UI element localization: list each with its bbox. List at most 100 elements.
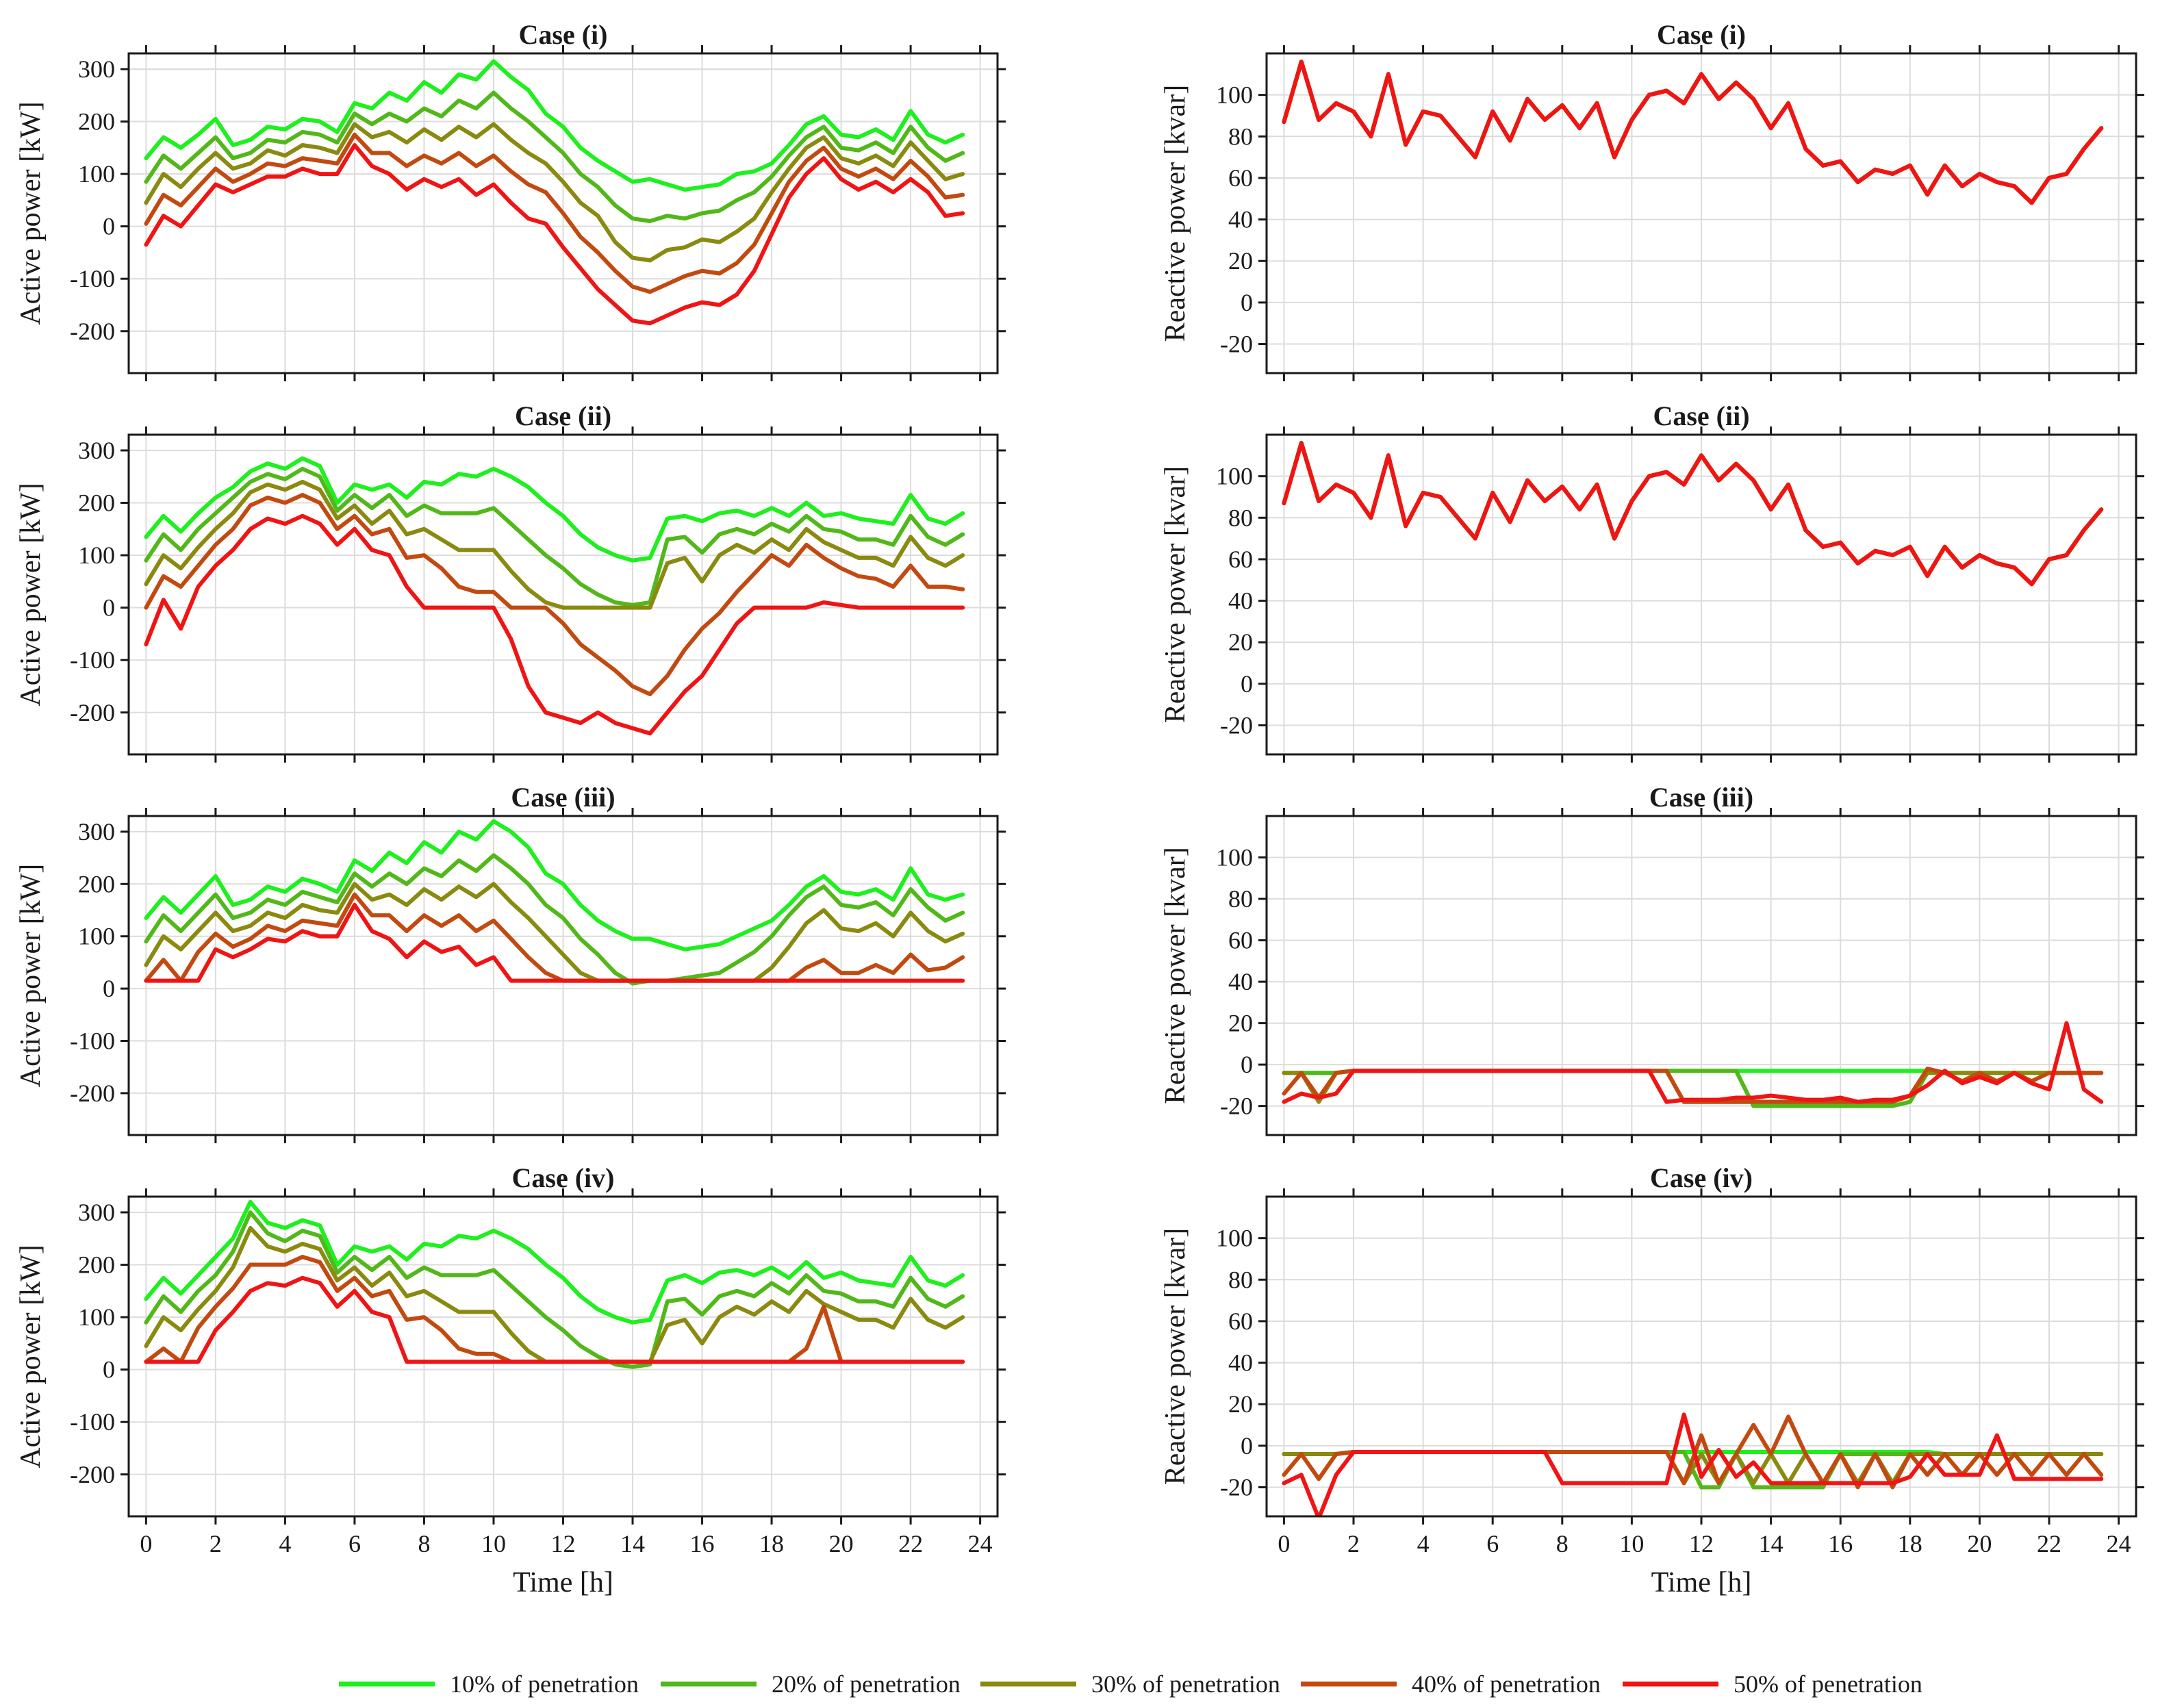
series-line-50pct <box>144 902 965 983</box>
chart-panel-5: -200 -100 0 100 200 300 Case (iii) Active power… <box>15 782 1006 1143</box>
x-tick-label: 22 <box>898 1530 923 1557</box>
series-group <box>1282 60 2104 205</box>
series-line-20pct <box>144 1210 965 1369</box>
series-line-10pct <box>144 1199 965 1325</box>
chart-title: Case (i) <box>519 19 608 50</box>
series-group <box>144 819 965 986</box>
series-line-10pct <box>144 456 965 563</box>
x-tick-label: 14 <box>620 1530 645 1557</box>
x-tick-label: 22 <box>2037 1530 2061 1557</box>
x-tick-label: 4 <box>279 1530 291 1557</box>
y-tick-label: 20 <box>1228 1010 1253 1037</box>
x-tick-label: 12 <box>551 1530 576 1557</box>
y-tick-label: 20 <box>1228 1390 1253 1418</box>
x-tick-label: 24 <box>968 1530 993 1557</box>
y-axis-label: Active power [kW] <box>15 864 47 1088</box>
y-tick-label: -200 <box>70 1080 115 1107</box>
legend-label-10pct: 10% of penetration <box>450 1670 639 1698</box>
x-tick-label: 10 <box>1619 1530 1644 1557</box>
y-tick-label: 100 <box>1216 463 1253 490</box>
chart-panel-3: -200 -100 0 100 200 300 Case (ii) Active power … <box>15 400 1006 763</box>
x-tick-label: 8 <box>418 1530 430 1557</box>
x-axis-label: Time [h] <box>1651 1567 1752 1598</box>
chart-title: Case (iv) <box>1650 1162 1753 1193</box>
chart-title: Case (iv) <box>512 1162 615 1193</box>
y-tick-label: -100 <box>70 646 115 674</box>
y-tick-label: 80 <box>1228 123 1253 150</box>
series-line-40pct <box>1282 60 2104 205</box>
y-tick-label: 100 <box>1216 1225 1253 1252</box>
series-line-20pct <box>144 90 965 223</box>
y-tick-label: 40 <box>1228 968 1253 995</box>
chart-title: Case (ii) <box>1653 400 1749 431</box>
y-tick-label: 100 <box>78 923 115 950</box>
series-line-40pct <box>1282 1067 2104 1104</box>
x-tick-label: 18 <box>1898 1530 1922 1557</box>
y-tick-label: -20 <box>1220 1474 1253 1501</box>
series-line-40pct <box>144 892 965 983</box>
series-line-20pct <box>144 466 965 607</box>
series-group <box>1282 441 2104 587</box>
x-tick-label: 0 <box>140 1530 152 1557</box>
x-tick-label: 2 <box>210 1530 222 1557</box>
y-axis-label: Reactive power [kvar] <box>1160 85 1191 342</box>
y-tick-label: 200 <box>78 1251 115 1279</box>
y-tick-label: -100 <box>70 1408 115 1436</box>
x-tick-label: 0 <box>1278 1530 1290 1557</box>
series-line-40pct <box>1282 441 2104 587</box>
y-tick-label: 100 <box>1216 81 1253 109</box>
x-tick-label: 8 <box>1556 1530 1569 1557</box>
x-tick-label: 12 <box>1689 1530 1714 1557</box>
series-line-10pct <box>1282 60 2104 205</box>
y-tick-label: 200 <box>78 489 115 517</box>
chart-title: Case (i) <box>1657 19 1746 50</box>
y-tick-label: 60 <box>1228 164 1253 192</box>
y-tick-label: 100 <box>78 541 115 569</box>
x-tick-label: 24 <box>2107 1530 2131 1557</box>
y-tick-label: 80 <box>1228 1266 1253 1293</box>
series-group <box>1282 1021 2104 1108</box>
y-axis-label: Active power [kW] <box>15 101 47 325</box>
y-tick-label: 200 <box>78 108 115 136</box>
y-tick-label: 100 <box>1216 844 1253 871</box>
chart-panel-6: -20 0 20 40 60 80 100 Case (iii) Reactive power … <box>1160 782 2144 1143</box>
y-tick-label: -20 <box>1220 712 1253 739</box>
y-tick-label: 20 <box>1228 628 1253 656</box>
y-tick-label: 60 <box>1228 546 1253 573</box>
chart-panel-4: -20 0 20 40 60 80 100 Case (ii) Reactive power [… <box>1160 400 2144 763</box>
y-tick-label: 0 <box>103 594 115 622</box>
y-tick-label: -200 <box>70 318 115 345</box>
series-line-50pct <box>144 143 965 326</box>
y-axis-label: Active power [kW] <box>15 483 47 706</box>
y-tick-label: 300 <box>78 1199 115 1226</box>
y-tick-label: -20 <box>1220 1093 1253 1120</box>
y-tick-label: -100 <box>70 1027 115 1054</box>
y-tick-label: 0 <box>103 1356 115 1384</box>
series-line-50pct <box>144 1275 965 1364</box>
chart-panel-2: -20 0 20 40 60 80 100 Case (i) Reactive power [k… <box>1160 19 2144 381</box>
y-tick-label: -200 <box>70 1461 115 1488</box>
y-axis-label: Reactive power [kvar] <box>1160 466 1191 723</box>
legend-label-20pct: 20% of penetration <box>772 1670 961 1698</box>
series-line-30pct <box>144 882 965 983</box>
y-axis-label: Reactive power [kvar] <box>1160 1228 1191 1485</box>
y-tick-label: 20 <box>1228 247 1253 275</box>
chart-panel-8: 0 2 4 6 8 10 12 14 16 18 20 22 24-20020406080100Case… <box>1160 1162 2144 1598</box>
y-tick-label: 100 <box>78 1303 115 1331</box>
x-tick-label: 20 <box>829 1530 854 1557</box>
legend-label-50pct: 50% of penetration <box>1734 1670 1922 1698</box>
x-tick-label: 14 <box>1759 1530 1783 1557</box>
series-line-50pct <box>1282 441 2104 587</box>
chart-title: Case (ii) <box>515 400 611 431</box>
series-line-10pct <box>1282 441 2104 587</box>
chart-panel-7: 0 2 4 6 8 10 12 14 16 18 20 22 24-200-1000100200300C… <box>15 1162 1006 1598</box>
series-line-30pct <box>144 479 965 610</box>
y-tick-label: 0 <box>1241 1051 1253 1078</box>
x-tick-label: 16 <box>690 1530 715 1557</box>
chart-panel-1: -200 -100 0 100 200 300 Case (i) Active power [… <box>15 19 1006 381</box>
series-line-30pct <box>144 122 965 263</box>
y-tick-label: 0 <box>103 975 115 1002</box>
y-tick-label: 60 <box>1228 1308 1253 1335</box>
legend-label-30pct: 30% of penetration <box>1091 1670 1280 1698</box>
y-tick-label: 0 <box>1241 670 1253 698</box>
